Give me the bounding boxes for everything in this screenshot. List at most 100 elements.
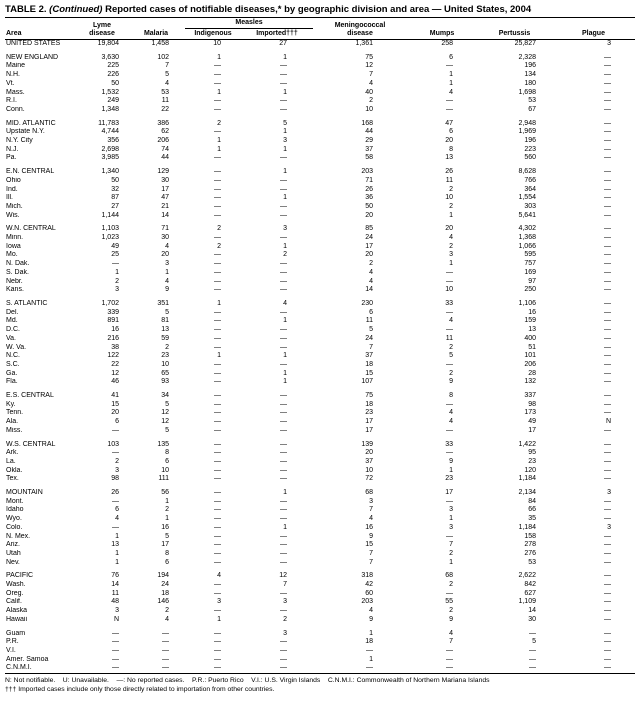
value-cell: — xyxy=(604,475,611,483)
value-cell: 216 xyxy=(107,334,119,342)
value-cell: 30 xyxy=(161,234,169,242)
value-cell: — xyxy=(604,655,611,663)
value-cell: 46 xyxy=(111,378,119,386)
value-cell: 5 xyxy=(165,400,169,408)
value-cell: — xyxy=(280,360,287,368)
value-cell: — xyxy=(604,119,611,127)
value-cell: 2 xyxy=(165,343,169,351)
value-cell: 2,948 xyxy=(518,119,536,127)
value-cell: 16 xyxy=(528,308,536,316)
value-cell: — xyxy=(214,260,221,268)
value-cell: 595 xyxy=(524,251,536,259)
value-cell: 60 xyxy=(365,589,373,597)
value-cell: 1 xyxy=(449,558,453,566)
area-cell: P.R. xyxy=(6,638,19,646)
value-cell: 7 xyxy=(369,506,373,514)
value-cell: 1 xyxy=(165,515,169,523)
area-cell: V.I. xyxy=(6,647,16,654)
table-row: S. Dak. 1 1 — — 4 — 169 — xyxy=(5,269,635,278)
table-row: N. Mex. 1 5 — — 9 — 158 — xyxy=(5,533,635,542)
table-row: Ga. 12 65 — 1 15 2 28 — xyxy=(5,370,635,379)
area-cell: UNITED STATES xyxy=(6,40,61,47)
value-cell: 2,328 xyxy=(518,53,536,61)
value-cell: 4 xyxy=(449,88,453,96)
value-cell: 10 xyxy=(213,40,221,47)
value-cell: — xyxy=(280,105,287,113)
value-cell: 3 xyxy=(449,506,453,514)
value-cell: 168 xyxy=(361,119,373,127)
value-cell: 225 xyxy=(107,62,119,70)
value-cell: — xyxy=(214,581,221,589)
value-cell: 87 xyxy=(111,194,119,202)
value-cell: — xyxy=(280,655,287,663)
value-cell: 139 xyxy=(361,440,373,448)
value-cell: — xyxy=(280,308,287,316)
table-row: Va. 216 59 — — 24 11 400 — xyxy=(5,335,635,344)
value-cell: — xyxy=(214,79,221,87)
value-cell: 12 xyxy=(111,369,119,377)
area-cell: Del. xyxy=(6,308,19,316)
area-cell: S. Dak. xyxy=(6,268,29,276)
table-row: Upstate N.Y. 4,744 62 — 1 44 6 1,969 — xyxy=(5,128,635,137)
value-cell: 8 xyxy=(165,549,169,557)
value-cell: — xyxy=(604,242,611,250)
value-cell: — xyxy=(280,638,287,646)
value-cell: 2 xyxy=(165,506,169,514)
value-cell: 2,622 xyxy=(518,572,536,580)
value-cell: 1 xyxy=(449,71,453,79)
value-cell: 20 xyxy=(445,137,453,145)
area-cell: Upstate N.Y. xyxy=(6,128,45,136)
value-cell: 44 xyxy=(161,154,169,162)
table-row: Iowa 49 4 2 1 17 2 1,066 — xyxy=(5,243,635,252)
value-cell: 25 xyxy=(111,251,119,259)
value-cell: 101 xyxy=(524,352,536,360)
value-cell: — xyxy=(214,360,221,368)
area-cell: Mo. xyxy=(6,251,18,259)
value-cell: 132 xyxy=(524,378,536,386)
value-cell: — xyxy=(604,664,611,672)
value-cell: — xyxy=(214,268,221,276)
table-row: Wyo. 4 1 — — 4 1 35 — xyxy=(5,515,635,524)
value-cell: 400 xyxy=(524,334,536,342)
value-cell: 842 xyxy=(524,581,536,589)
value-cell: — xyxy=(446,664,453,672)
area-cell: Vt. xyxy=(6,79,15,87)
value-cell: 1 xyxy=(115,532,119,540)
col-header-measles-group: Measles xyxy=(185,17,313,29)
value-cell: 5 xyxy=(165,426,169,434)
value-cell: — xyxy=(214,457,221,465)
value-cell: — xyxy=(604,629,611,637)
value-cell: — xyxy=(280,62,287,70)
value-cell: 318 xyxy=(361,572,373,580)
value-cell: 15 xyxy=(365,541,373,549)
area-cell: Colo. xyxy=(6,523,23,531)
value-cell: 4 xyxy=(449,234,453,242)
value-cell: 1,103 xyxy=(101,225,119,233)
value-cell: 50 xyxy=(111,79,119,87)
value-cell: 53 xyxy=(161,88,169,96)
value-cell: — xyxy=(214,326,221,334)
value-cell: — xyxy=(280,234,287,242)
table-row: Nev. 1 6 — — 7 1 53 — xyxy=(5,559,635,568)
value-cell: — xyxy=(604,308,611,316)
table-title-prefix: TABLE 2. xyxy=(5,4,50,15)
value-cell: 1 xyxy=(283,352,287,360)
value-cell: — xyxy=(214,251,221,259)
value-cell: 26 xyxy=(111,489,119,497)
value-cell: 2 xyxy=(283,615,287,623)
table-row: Mich. 27 21 — — 50 2 303 — xyxy=(5,203,635,212)
value-cell: 4 xyxy=(369,515,373,523)
value-cell: 2 xyxy=(449,202,453,210)
value-cell: — xyxy=(604,457,611,465)
value-cell: 18 xyxy=(365,638,373,646)
value-cell: 250 xyxy=(524,286,536,294)
value-cell: — xyxy=(604,62,611,70)
value-cell: 3 xyxy=(449,251,453,259)
area-cell: Maine xyxy=(6,62,26,70)
value-cell: 81 xyxy=(161,317,169,325)
value-cell: 9 xyxy=(449,457,453,465)
area-cell: N. Dak. xyxy=(6,260,30,268)
value-cell: — xyxy=(446,655,453,663)
value-cell: — xyxy=(280,589,287,597)
value-cell: 1 xyxy=(165,268,169,276)
